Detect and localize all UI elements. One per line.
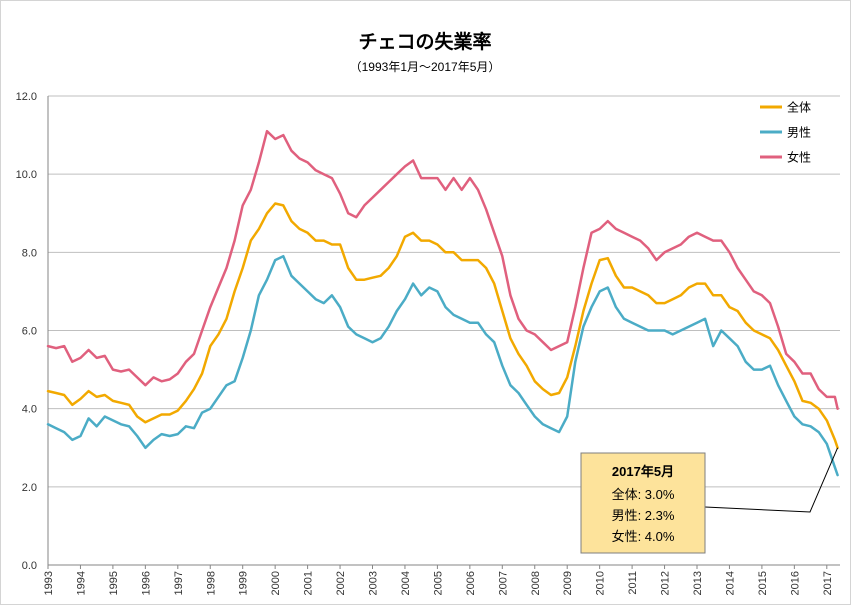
axes [47, 96, 840, 566]
callout: 2017年5月 全体: 3.0% 男性: 2.3% 女性: 4.0% [580, 447, 839, 554]
x-tick-label: 2011 [627, 571, 639, 595]
x-tick-label: 1998 [205, 571, 217, 595]
x-tick-label: 2013 [692, 571, 704, 595]
x-tick-label: 2000 [270, 571, 282, 595]
legend-label-2: 女性 [787, 150, 811, 165]
chart-title: チェコの失業率 [358, 30, 491, 53]
x-tick-label: 2006 [465, 571, 477, 595]
y-tick-label: 2.0 [22, 482, 37, 494]
x-tick-label: 2004 [400, 571, 412, 595]
x-tick-label: 2014 [724, 571, 736, 595]
x-tick-label: 1993 [43, 571, 55, 595]
legend-label-0: 全体 [787, 100, 811, 115]
x-tick-label: 1997 [173, 571, 185, 595]
x-tick-label: 2005 [432, 571, 444, 595]
x-tick-label: 2001 [303, 571, 315, 595]
series-line-0 [46, 202, 839, 450]
series-line-1 [46, 254, 839, 477]
x-tick-label: 1995 [108, 571, 120, 595]
y-tick-label: 0.0 [22, 560, 37, 572]
plot-series [46, 129, 839, 477]
x-tick-label: 1999 [238, 571, 250, 595]
y-tick-label: 6.0 [22, 326, 37, 338]
x-tick-label: 2015 [757, 571, 769, 595]
x-tick-label: 1994 [75, 571, 87, 595]
callout-line-total: 全体: 3.0% [612, 487, 675, 502]
y-tick-label: 10.0 [16, 169, 37, 181]
chart-subtitle: （1993年1月～2017年5月） [350, 60, 501, 74]
y-tick-label: 8.0 [22, 247, 37, 259]
x-tick-label: 2010 [595, 571, 607, 595]
x-tick-label: 1996 [140, 571, 152, 595]
y-tick-label: 12.0 [16, 91, 37, 103]
x-tick-label: 2016 [789, 571, 801, 595]
x-tick-label: 2008 [530, 571, 542, 595]
y-tick-label: 4.0 [22, 404, 37, 416]
callout-title: 2017年5月 [612, 464, 674, 479]
x-tick-label: 2009 [562, 571, 574, 595]
callout-leader [704, 447, 839, 513]
x-tick-label: 2017 [822, 571, 834, 595]
callout-box [580, 452, 706, 554]
y-axis-labels: 0.0 2.0 4.0 6.0 8.0 10.0 12.0 [16, 91, 37, 572]
x-tick-label: 2002 [335, 571, 347, 595]
x-tick-label: 2003 [368, 571, 380, 595]
x-tick-label: 2007 [497, 571, 509, 595]
x-tick-label: 2012 [660, 571, 672, 595]
callout-line-female: 女性: 4.0% [612, 529, 675, 544]
callout-line-male: 男性: 2.3% [612, 508, 675, 523]
legend-label-1: 男性 [787, 126, 811, 140]
x-axis-labels: 1993 1994 1995 1996 1997 1998 1999 2000 2001 2002… [43, 565, 834, 595]
series-line-2 [46, 129, 839, 410]
